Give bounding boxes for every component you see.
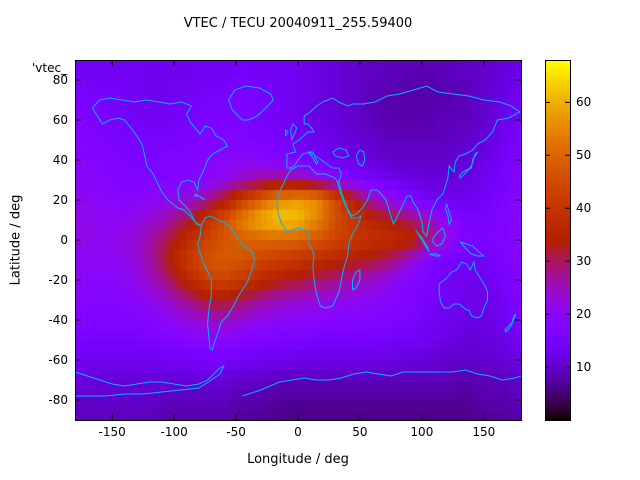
colorbar-tick-label: 10	[576, 360, 592, 375]
colorbar-canvas	[545, 60, 570, 420]
x-axis-title: Longitude / deg	[247, 452, 349, 467]
x-tick-label: 50	[352, 425, 368, 439]
plot-border	[75, 60, 522, 421]
coastline-path	[91, 97, 229, 227]
coastline-path	[438, 260, 489, 319]
coastline-path	[307, 151, 319, 165]
coastline-path	[228, 85, 274, 121]
heatmap-canvas	[75, 60, 521, 420]
coastline-path	[242, 369, 522, 397]
coastline-path	[458, 151, 479, 179]
coastline-path	[286, 85, 521, 238]
y-tick-label: 40	[52, 153, 68, 167]
coastline-path	[276, 165, 363, 309]
chart-title: VTEC / TECU 20040911_255.59400	[183, 16, 413, 31]
coastline-path	[285, 128, 289, 137]
x-tick-label: -50	[226, 425, 246, 439]
x-tick-label: 150	[472, 425, 496, 439]
y-tick-label: -80	[48, 393, 68, 407]
coastline-path	[352, 269, 361, 291]
key-label: 'vtec_	[32, 61, 68, 75]
y-axis-title: Latitude / deg	[8, 194, 24, 286]
x-tick-label: 100	[410, 425, 434, 439]
y-tick-label: 0	[60, 233, 68, 247]
y-tick-label: 20	[52, 193, 68, 207]
colorbar-border	[545, 60, 571, 421]
coastline-path	[290, 123, 298, 141]
coastline-path	[444, 203, 453, 226]
coastline-path	[74, 364, 225, 397]
colorbar-tick-label: 60	[576, 95, 592, 110]
coastline-path	[332, 147, 350, 159]
coastline-path	[429, 253, 441, 257]
colorbar-tick-label: 20	[576, 307, 592, 322]
coastline-path	[197, 215, 256, 351]
colorbar-tick-label: 40	[576, 201, 592, 216]
coastline-path	[459, 241, 486, 257]
colorbar-tick-label: 50	[576, 148, 592, 163]
colorbar-tick-label: 30	[576, 254, 592, 269]
y-tick-label: -20	[48, 273, 68, 287]
y-tick-label: -40	[48, 313, 68, 327]
coastline-path	[355, 149, 366, 167]
coastline-path	[415, 229, 430, 253]
coastline-path	[504, 313, 517, 333]
y-tick-label: 80	[52, 73, 68, 87]
x-tick-label: -100	[160, 425, 188, 439]
y-tick-label: 60	[52, 113, 68, 127]
axis-tick-marks	[75, 60, 570, 420]
coastline-path	[193, 193, 206, 201]
coastline-path	[432, 227, 446, 247]
x-tick-label: -150	[98, 425, 126, 439]
y-tick-label: -60	[48, 353, 68, 367]
x-tick-label: 0	[294, 425, 302, 439]
